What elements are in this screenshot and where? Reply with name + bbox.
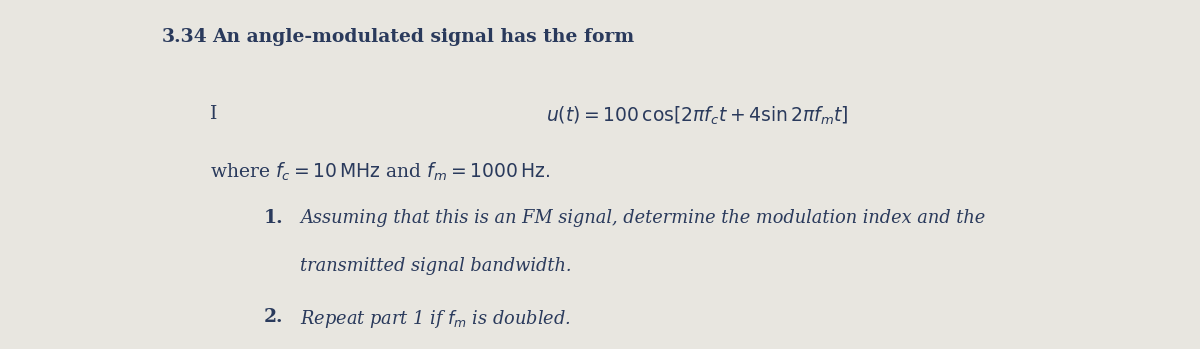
Text: I: I xyxy=(210,105,217,123)
Text: 2.: 2. xyxy=(264,309,283,326)
Text: Repeat part 1 if $f_m$ is doubled.: Repeat part 1 if $f_m$ is doubled. xyxy=(300,309,571,331)
Text: transmitted signal bandwidth.: transmitted signal bandwidth. xyxy=(300,257,571,275)
Text: $u(t) = 100\,\mathrm{cos}[2\pi f_c t + 4\sin 2\pi f_m t]$: $u(t) = 100\,\mathrm{cos}[2\pi f_c t + 4… xyxy=(546,105,848,127)
Text: Assuming that this is an FM signal, determine the modulation index and the: Assuming that this is an FM signal, dete… xyxy=(300,209,985,228)
Text: An angle-modulated signal has the form: An angle-modulated signal has the form xyxy=(212,28,635,46)
Text: 3.34: 3.34 xyxy=(162,28,208,46)
Text: 1.: 1. xyxy=(264,209,283,228)
Text: where $f_c = 10\,\mathrm{MHz}$ and $f_m = 1000\,\mathrm{Hz}.$: where $f_c = 10\,\mathrm{MHz}$ and $f_m … xyxy=(210,161,551,183)
